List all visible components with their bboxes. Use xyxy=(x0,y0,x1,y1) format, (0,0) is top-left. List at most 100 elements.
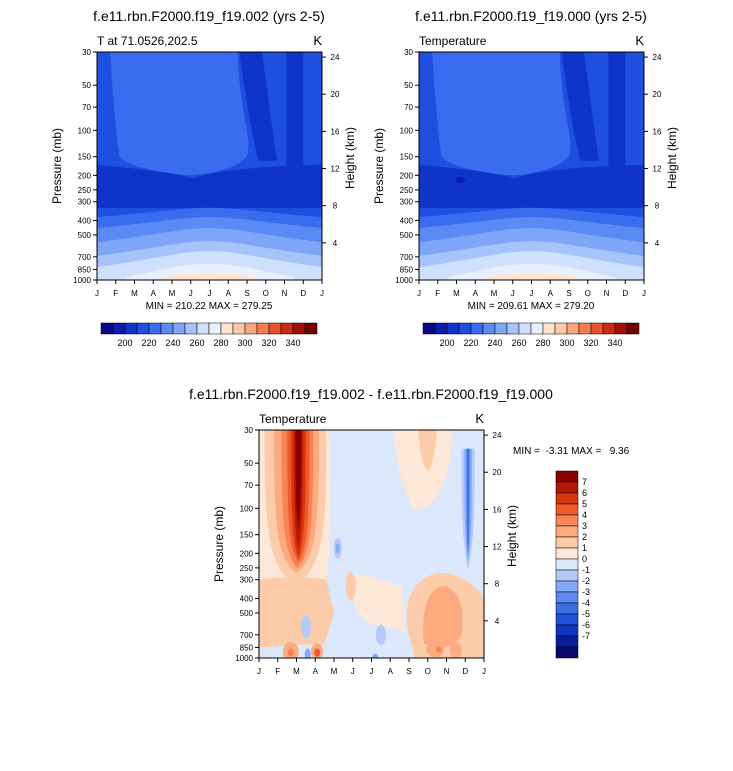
month-tick-label: M xyxy=(293,667,300,676)
panel-2-colorbar: 200 220 240 260 280 300 320 340 xyxy=(422,322,640,348)
month-tick-label: N xyxy=(282,289,288,298)
height-tick-label: 16 xyxy=(493,505,502,514)
pressure-axis-label: Pressure (mb) xyxy=(50,128,64,204)
panel-3-axes: 30 50 70 100 150 200 250 300 400 500 700 850 1000 24 2… xyxy=(212,426,519,676)
colorbar-swatch xyxy=(280,322,294,335)
contour-band xyxy=(484,273,579,280)
pressure-tick-label: 850 xyxy=(240,643,254,652)
pressure-tick-label: 100 xyxy=(240,504,254,513)
colorbar-label: 280 xyxy=(535,338,550,348)
panel-2-axes: 30 50 70 100 150 200 250 300 400 500 700 850 1000 24 2… xyxy=(372,48,679,298)
colorbar-label: 2 xyxy=(582,532,587,542)
colorbar-swatch xyxy=(626,322,640,335)
panel-2-unit-label: K xyxy=(635,33,644,48)
contour-band xyxy=(375,624,386,645)
height-tick-label: 16 xyxy=(653,127,662,136)
contour-band xyxy=(335,543,340,554)
colorbar-label: 240 xyxy=(487,338,502,348)
colorbar-swatch xyxy=(434,322,448,335)
colorbar-label: 220 xyxy=(463,338,478,348)
month-tick-label: F xyxy=(435,289,440,298)
colorbar-swatch xyxy=(578,322,592,335)
colorbar-label: 260 xyxy=(189,338,204,348)
colorbar-label: 320 xyxy=(261,338,276,348)
height-tick-label: 12 xyxy=(331,165,340,174)
contour-band xyxy=(455,177,466,184)
height-tick-label: 8 xyxy=(495,580,500,589)
colorbar-swatch xyxy=(232,322,246,335)
colorbar-swatch xyxy=(446,322,460,335)
height-tick-label: 20 xyxy=(331,90,340,99)
month-tick-label: M xyxy=(131,289,138,298)
panel-2-stats: MIN = 209.61 MAX = 279.20 xyxy=(468,301,595,312)
colorbar-swatch xyxy=(208,322,222,335)
pressure-tick-label: 700 xyxy=(78,253,92,262)
contour-band xyxy=(314,648,321,657)
contour-band xyxy=(286,52,304,169)
month-tick-label: J xyxy=(370,667,374,676)
month-tick-label: A xyxy=(388,667,394,676)
colorbar-swatch xyxy=(172,322,186,335)
colorbar-label: 300 xyxy=(237,338,252,348)
colorbar-swatch xyxy=(555,547,579,560)
colorbar-swatch xyxy=(554,322,568,335)
panel-1-contour-field xyxy=(97,52,322,280)
month-tick-label: S xyxy=(406,667,411,676)
contour-band xyxy=(372,653,379,658)
pressure-tick-label: 400 xyxy=(400,216,414,225)
month-tick-label: S xyxy=(566,289,571,298)
height-tick-label: 24 xyxy=(653,53,662,62)
colorbar-label: 340 xyxy=(285,338,300,348)
colorbar-swatch xyxy=(506,322,520,335)
colorbar-swatch xyxy=(555,503,579,516)
month-tick-label: A xyxy=(226,289,232,298)
colorbar-label: -3 xyxy=(582,587,590,597)
colorbar-swatch xyxy=(220,322,234,335)
panel-2-left-label: Temperature xyxy=(419,34,487,48)
panel-1-unit-label: K xyxy=(313,33,322,48)
pressure-tick-label: 850 xyxy=(78,265,92,274)
colorbar-swatch xyxy=(566,322,580,335)
colorbar-label: 7 xyxy=(582,477,587,487)
height-tick-label: 24 xyxy=(493,431,502,440)
colorbar-swatch xyxy=(555,580,579,593)
colorbar-swatch xyxy=(614,322,628,335)
pressure-tick-label: 70 xyxy=(244,481,253,490)
colorbar-label: -1 xyxy=(582,565,590,575)
colorbar-label: 0 xyxy=(582,554,587,564)
colorbar-swatch xyxy=(184,322,198,335)
pressure-tick-label: 50 xyxy=(404,81,413,90)
colorbar-label: 340 xyxy=(607,338,622,348)
month-tick-label: M xyxy=(169,289,176,298)
month-tick-label: A xyxy=(313,667,319,676)
pressure-tick-label: 250 xyxy=(400,186,414,195)
month-tick-label: M xyxy=(453,289,460,298)
pressure-tick-label: 150 xyxy=(240,531,254,540)
height-tick-label: 4 xyxy=(333,239,338,248)
pressure-tick-label: 400 xyxy=(78,216,92,225)
pressure-tick-label: 150 xyxy=(78,153,92,162)
month-tick-label: O xyxy=(263,289,269,298)
colorbar-label: -5 xyxy=(582,609,590,619)
pressure-tick-label: 500 xyxy=(78,231,92,240)
colorbar-label: 300 xyxy=(559,338,574,348)
pressure-tick-label: 500 xyxy=(400,231,414,240)
contour-band xyxy=(261,624,276,641)
month-tick-label: J xyxy=(482,667,486,676)
pressure-tick-label: 1000 xyxy=(73,276,91,285)
colorbar-label: 280 xyxy=(213,338,228,348)
height-tick-label: 8 xyxy=(333,202,338,211)
pressure-tick-label: 850 xyxy=(400,265,414,274)
panel-1-title: f.e11.rbn.F2000.f19_f19.002 (yrs 2-5) xyxy=(93,8,325,24)
pressure-tick-label: 700 xyxy=(240,631,254,640)
contour-band xyxy=(287,648,294,657)
contour-band xyxy=(259,577,334,648)
colorbar-swatch xyxy=(100,322,114,335)
contour-band xyxy=(295,430,302,531)
colorbar-swatch xyxy=(494,322,508,335)
contour-band xyxy=(349,574,406,630)
colorbar-label: -2 xyxy=(582,576,590,586)
colorbar-label: 200 xyxy=(117,338,132,348)
colorbar-swatch xyxy=(160,322,174,335)
